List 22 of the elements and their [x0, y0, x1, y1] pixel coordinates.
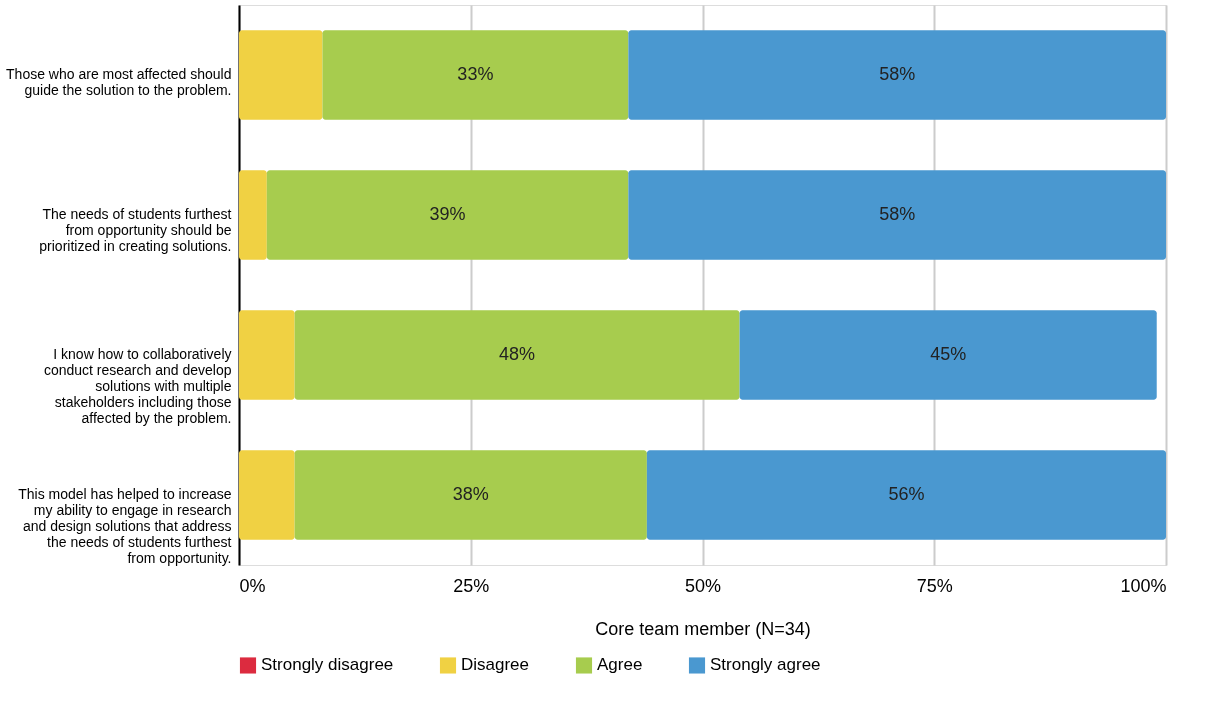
legend-label: Agree: [597, 655, 643, 675]
x-axis-title: Core team member (N=34): [595, 618, 811, 639]
y-tick-label: Those who are most affected should guide the solution to the problem.: [6, 66, 232, 98]
x-tick-label: 75%: [916, 575, 953, 596]
data-label: 58%: [879, 64, 916, 84]
y-tick-label: The needs of students furthest from opportunity should be prioritized in creating solutions.: [39, 206, 232, 254]
x-tick-label: 25%: [453, 575, 490, 596]
data-label: 58%: [879, 204, 916, 224]
x-tick-label: 100%: [1120, 575, 1167, 596]
data-label: 33%: [457, 64, 494, 84]
legend-label: Strongly agree: [710, 655, 821, 675]
y-tick-label: This model has helped to increase my ability to engage in research and design solutions that address the needs of students furthest from opportunity.: [18, 486, 232, 566]
data-label: 45%: [930, 344, 967, 364]
legend-label: Strongly disagree: [261, 655, 394, 675]
x-tick-label: 0%: [239, 575, 266, 596]
data-label: 48%: [499, 344, 536, 364]
data-label: 39%: [429, 204, 466, 224]
data-label: 38%: [452, 484, 489, 504]
legend-label: Disagree: [461, 655, 530, 675]
y-tick-label: I know how to collaboratively conduct research and develop solutions with multiple stakeholders including those affected by the problem.: [43, 346, 232, 426]
data-label: 56%: [888, 484, 925, 504]
x-tick-label: 50%: [684, 575, 722, 596]
